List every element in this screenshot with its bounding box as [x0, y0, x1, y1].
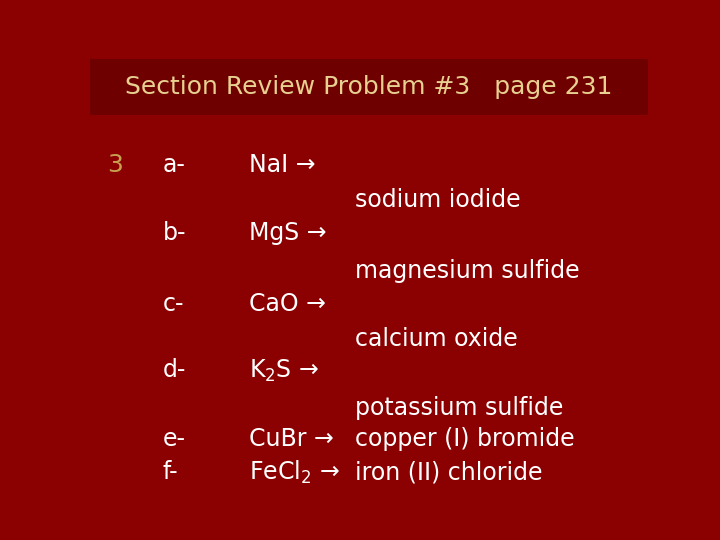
Text: potassium sulfide: potassium sulfide — [355, 396, 564, 420]
Text: magnesium sulfide: magnesium sulfide — [355, 259, 580, 282]
Text: NaI →: NaI → — [249, 153, 315, 177]
Text: CaO →: CaO → — [249, 292, 326, 316]
Text: a-: a- — [163, 153, 186, 177]
Text: K$_2$S →: K$_2$S → — [249, 357, 319, 383]
Text: iron (II) chloride: iron (II) chloride — [355, 460, 543, 484]
Text: d-: d- — [163, 359, 186, 382]
Text: e-: e- — [163, 427, 186, 451]
Text: FeCl$_2$ →: FeCl$_2$ → — [249, 458, 340, 486]
Text: MgS →: MgS → — [249, 221, 327, 245]
Text: f-: f- — [163, 460, 178, 484]
Text: 3: 3 — [107, 153, 123, 177]
Text: c-: c- — [163, 292, 184, 316]
Text: calcium oxide: calcium oxide — [355, 327, 518, 351]
Text: Section Review Problem #3   page 231: Section Review Problem #3 page 231 — [125, 75, 613, 99]
Text: sodium iodide: sodium iodide — [355, 188, 521, 212]
Text: b-: b- — [163, 221, 186, 245]
FancyBboxPatch shape — [90, 58, 648, 114]
Text: CuBr →: CuBr → — [249, 427, 334, 451]
Text: copper (I) bromide: copper (I) bromide — [355, 427, 575, 451]
